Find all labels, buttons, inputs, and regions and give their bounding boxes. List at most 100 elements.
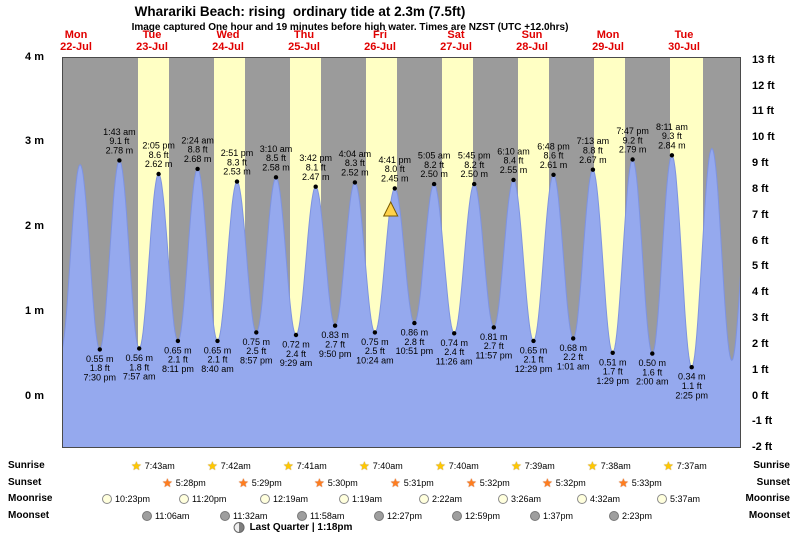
tide-extremum-dot	[650, 351, 655, 356]
sunrise-star-icon: ★	[207, 459, 218, 473]
sunrise-label-right: Sunrise	[753, 460, 790, 471]
moonrise-circle-icon	[102, 494, 112, 504]
tide-annotation-high: 6:10 am 8.4 ft 2.55 m	[497, 146, 530, 175]
moonset-time: 12:27pm	[387, 511, 423, 521]
tide-annotation-high: 5:05 am 8.2 ft 2.50 m	[418, 151, 451, 180]
y-axis-label-feet: 12 ft	[752, 79, 775, 92]
tide-extremum-dot	[452, 331, 457, 336]
tide-extremum-dot	[156, 171, 161, 177]
sunrise-event: ★ 7:40am	[359, 458, 403, 474]
tide-annotation-low: 0.65 m 2.1 ft 8:11 pm	[162, 345, 194, 374]
tide-extremum-dot	[234, 179, 240, 184]
tide-annotation-high: 2:51 pm 8.3 ft 2.53 m	[221, 148, 254, 177]
sunrise-label-left: Sunrise	[8, 460, 45, 471]
moonrise-label-left: Moonrise	[8, 493, 53, 504]
moonset-time: 11:58am	[310, 511, 345, 521]
y-axis-label-feet: 7 ft	[752, 208, 769, 221]
tide-extremum-dot	[571, 336, 576, 341]
y-axis-label-feet: 13 ft	[752, 53, 775, 66]
y-axis-label-meters: 3 m	[25, 135, 44, 148]
y-axis-label-feet: 0 ft	[752, 389, 769, 402]
tide-plot: 0.55 m 1.8 ft 7:30 pm 1:43 am 9.1 ft 2.78 m 0.…	[62, 57, 741, 448]
sunrise-time: 7:40am	[448, 461, 479, 471]
moonrise-time: 4:32am	[590, 494, 621, 504]
sunrise-time: 7:37am	[676, 461, 707, 471]
sunset-star-icon: ★	[618, 476, 629, 490]
sunset-star-icon: ★	[466, 476, 477, 490]
sunrise-star-icon: ★	[283, 459, 294, 473]
sunrise-star-icon: ★	[663, 459, 674, 473]
tide-curve-svg: 0.55 m 1.8 ft 7:30 pm 1:43 am 9.1 ft 2.78 m 0.…	[62, 57, 741, 448]
moonrise-event: 12:19am	[260, 491, 308, 507]
day-label: Tue 23-Jul	[136, 29, 168, 53]
tide-annotation-high: 7:13 am 8.8 ft 2.67 m	[577, 136, 610, 165]
moonset-label-right: Moonset	[748, 510, 790, 521]
day-label: Thu 25-Jul	[288, 29, 320, 53]
sunrise-time: 7:42am	[220, 461, 251, 471]
sunset-event: ★ 5:30pm	[314, 475, 358, 491]
tide-extremum-dot	[175, 338, 181, 344]
tide-annotation-high: 6:48 pm 8.6 ft 2.61 m	[537, 141, 570, 170]
tide-annotation-high: 8:11 am 9.3 ft 2.84 m	[656, 122, 688, 151]
sunset-event: ★ 5:28pm	[162, 475, 206, 491]
tide-extremum-dot	[254, 330, 259, 335]
moonset-event: 12:59pm	[452, 508, 500, 524]
moonset-time: 11:32am	[233, 511, 268, 521]
moonrise-label-right: Moonrise	[745, 493, 790, 504]
day-label: Mon 22-Jul	[60, 29, 92, 53]
moonrise-circle-icon	[419, 494, 429, 504]
day-label: Sun 28-Jul	[516, 29, 548, 53]
tide-extremum-dot	[372, 330, 378, 335]
tide-extremum-dot	[511, 177, 516, 183]
y-axis-label-feet: 1 ft	[752, 363, 769, 376]
moonset-event: 11:58am	[297, 508, 344, 524]
chart-title: Wharariki Beach: rising ordinary tide at…	[134, 4, 466, 19]
moonrise-event: 1:19am	[339, 491, 382, 507]
moonrise-circle-icon	[179, 494, 189, 504]
moonset-event: 1:37pm	[530, 508, 573, 524]
tide-annotation-low: 0.81 m 2.7 ft 11:57 pm	[475, 332, 512, 361]
moonset-circle-icon	[609, 511, 619, 521]
current-time-marker	[382, 200, 399, 217]
sunrise-time: 7:41am	[296, 461, 327, 471]
y-axis-label-feet: 10 ft	[752, 131, 775, 144]
moonrise-event: 4:32am	[577, 491, 620, 507]
tide-annotation-high: 3:10 am 8.5 ft 2.58 m	[260, 144, 293, 173]
y-axis-label-feet: 3 ft	[752, 312, 769, 324]
moonset-circle-icon	[530, 511, 540, 521]
sunrise-star-icon: ★	[435, 459, 446, 473]
moonset-circle-icon	[452, 511, 462, 521]
sunset-event: ★ 5:32pm	[466, 475, 510, 491]
sunset-row: Sunset ★ 5:28pm ★ 5:29pm ★ 5:30pm ★ 5:31pm ★ 5:32…	[0, 475, 793, 491]
sunset-time: 5:30pm	[327, 478, 358, 488]
sunset-star-icon: ★	[390, 476, 401, 490]
tide-extremum-dot	[332, 323, 338, 328]
sunset-event: ★ 5:32pm	[542, 475, 586, 491]
moonset-event: 12:27pm	[374, 508, 422, 524]
moonset-time: 1:37pm	[543, 511, 574, 521]
tide-annotation-low: 0.51 m 1.7 ft 1:29 pm	[596, 357, 629, 386]
sunrise-time: 7:43am	[144, 461, 175, 471]
moonrise-time: 5:37am	[670, 494, 701, 504]
y-axis-label-feet: 6 ft	[752, 234, 769, 247]
y-axis-label-feet: 9 ft	[752, 157, 769, 170]
sunrise-star-icon: ★	[359, 459, 370, 473]
moonset-label-left: Moonset	[8, 510, 50, 521]
moonset-time: 11:06am	[155, 511, 190, 521]
moonrise-time: 3:26am	[511, 494, 542, 504]
moonrise-row: Moonrise 10:23pm 11:20pm 12:19am 1:19am 2:22…	[0, 491, 793, 507]
moonrise-event: 5:37am	[657, 491, 700, 507]
day-label: Tue 30-Jul	[668, 29, 700, 53]
sunset-time: 5:29pm	[251, 478, 282, 488]
tide-annotation-low: 0.68 m 2.2 ft 1:01 am	[557, 343, 590, 372]
tide-annotation-low: 0.56 m 1.8 ft 7:57 am	[123, 353, 156, 382]
sunrise-event: ★ 7:41am	[283, 458, 327, 474]
sunset-label-right: Sunset	[756, 477, 790, 488]
tide-annotation-low: 0.83 m 2.7 ft 9:50 pm	[319, 330, 352, 359]
sunrise-event: ★ 7:37am	[663, 458, 707, 474]
moonrise-circle-icon	[657, 494, 667, 504]
moonrise-time: 2:22am	[432, 494, 463, 504]
y-axis-label-feet: -1 ft	[752, 415, 773, 428]
tide-annotation-low: 0.65 m 2.1 ft 8:40 am	[201, 345, 234, 374]
moonset-circle-icon	[297, 511, 307, 521]
